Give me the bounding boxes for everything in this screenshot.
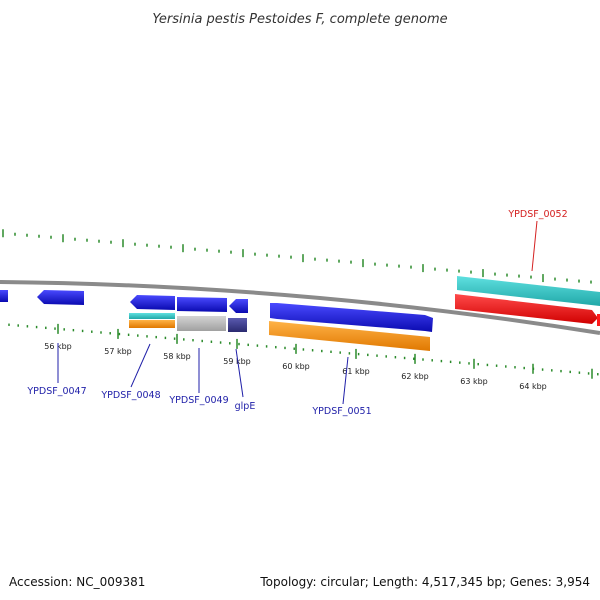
label-ypdsf-0047[interactable]: YPDSF_0047 [26,386,86,397]
gene-arrow-ypdsf-0051-top[interactable] [270,303,433,332]
gene-arrow-ypdsf-0048-top[interactable] [130,295,175,310]
tick-label: 64 kbp [519,382,547,391]
feature-navy-glpe[interactable] [228,318,247,332]
gene-arrow-glpe-top[interactable] [229,299,248,313]
gene-arrow-left-edge[interactable] [0,290,8,302]
tick-label: 62 kbp [401,372,429,381]
gene-arrow-ypdsf-0049-top[interactable] [177,297,227,312]
label-glpe[interactable]: glpE [235,401,256,412]
feature-orange-0051[interactable] [269,321,430,351]
label-ypdsf-0052[interactable]: YPDSF_0052 [507,209,567,220]
leader-ypdsf-0048 [130,343,151,388]
accession-text: Accession: NC_009381 [9,575,145,589]
topology-text: Topology: circular; Length: 4,517,345 bp… [259,575,590,589]
feature-cyan-0048[interactable] [129,313,175,319]
leader-glpe [235,348,244,398]
map-title: Yersinia pestis Pestoides F, complete ge… [152,12,447,27]
tick-label: 63 kbp [460,377,488,386]
feature-orange-0048[interactable] [129,320,175,328]
tick-label: 59 kbp [223,357,251,366]
feature-gray-0049[interactable] [177,316,226,331]
outer-ruler [2,229,592,284]
leader-ypdsf-0051 [342,356,349,405]
tick-label: 61 kbp [342,367,370,376]
tick-label: 58 kbp [163,352,191,361]
label-ypdsf-0049[interactable]: YPDSF_0049 [168,395,228,406]
label-ypdsf-0048[interactable]: YPDSF_0048 [100,390,160,401]
tick-label: 57 kbp [104,347,132,356]
gene-arrow-ypdsf-0047[interactable] [37,290,84,305]
leader-ypdsf-0052 [531,220,538,272]
gene-arrow-right-edge[interactable] [597,314,600,326]
feature-cyan-0052[interactable] [457,276,600,306]
label-ypdsf-0051[interactable]: YPDSF_0051 [311,406,371,417]
tick-label: 60 kbp [282,362,310,371]
genome-backbone [0,280,600,335]
gene-arrow-ypdsf-0052[interactable] [455,294,598,324]
